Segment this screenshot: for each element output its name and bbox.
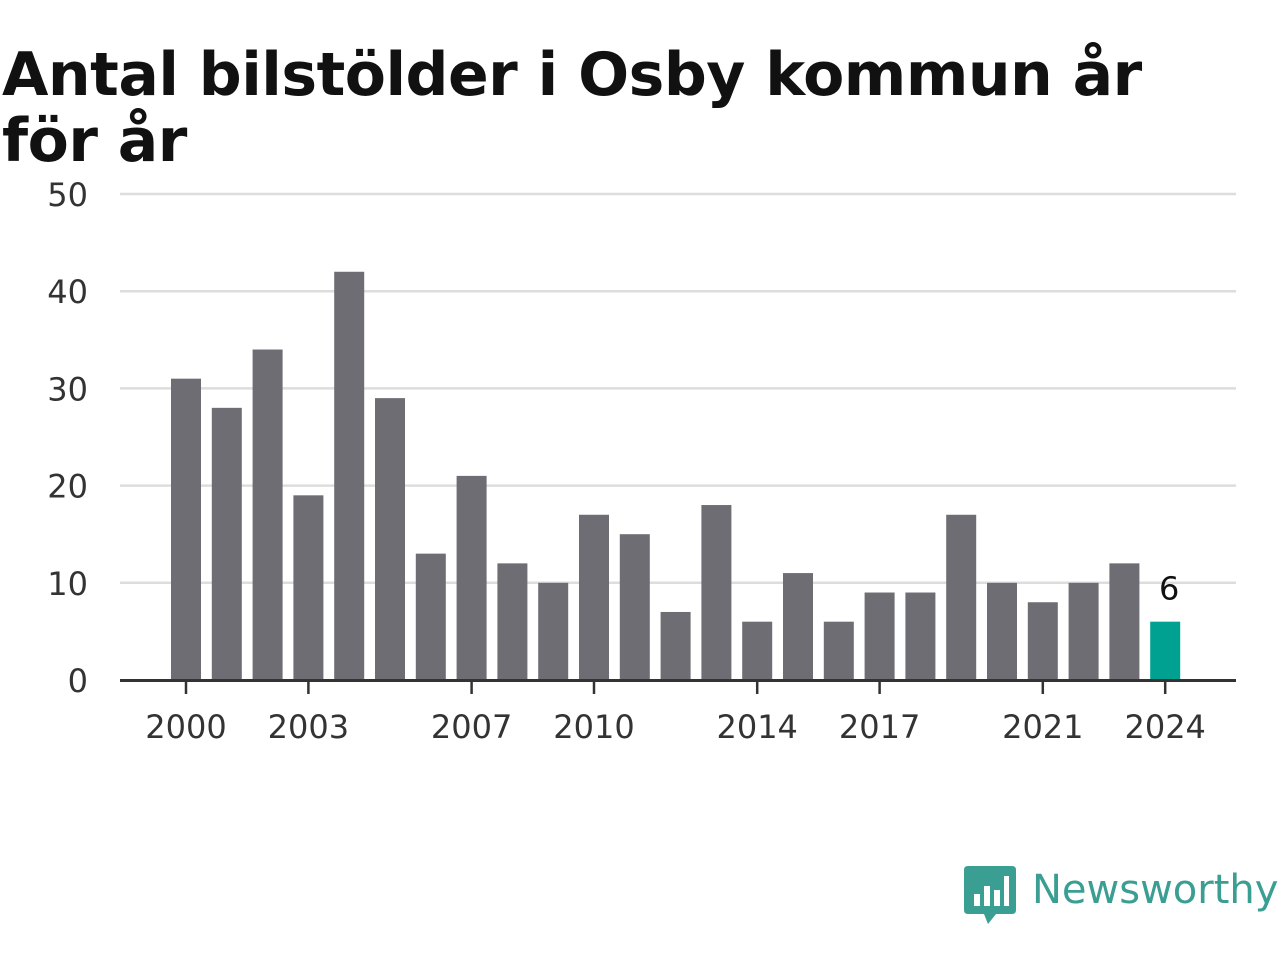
y-tick-label: 30 [47, 370, 88, 408]
bar-2002 [252, 349, 283, 680]
bar-2001 [211, 407, 242, 680]
x-ticks: 2000 2003 2007 2010 2014 2017 2021 2024 [145, 680, 1206, 746]
bar-2021 [1027, 602, 1058, 680]
data-labels: 6 [1159, 570, 1179, 608]
bar-2020 [987, 582, 1017, 680]
x-tick-label: 2007 [431, 708, 512, 746]
bar-2009 [538, 582, 569, 680]
bar-2008 [497, 563, 528, 680]
bar-2016 [823, 621, 854, 680]
y-tick-label: 20 [47, 468, 88, 506]
y-tick-label: 0 [68, 662, 88, 700]
x-tick-label: 2010 [553, 708, 634, 746]
x-tick-label: 2014 [716, 708, 797, 746]
bar-2007 [456, 475, 487, 680]
bar-2018 [905, 592, 936, 680]
x-tick-label: 2021 [1002, 708, 1083, 746]
bars [171, 271, 1181, 680]
bar-2014 [742, 621, 773, 680]
grid-lines [120, 192, 1236, 585]
bar-2004 [334, 271, 365, 680]
bar-2010 [579, 514, 609, 680]
chart-speech-bubble-icon [964, 866, 1016, 924]
x-tick-label: 2024 [1124, 708, 1205, 746]
y-tick-label: 40 [47, 273, 88, 311]
chart-title: Antal bilstölder i Osby kommun år för år [2, 40, 1142, 176]
bar-2000 [171, 378, 201, 680]
bar-2005 [375, 398, 405, 680]
bar-2019 [946, 514, 977, 680]
bar-2003 [293, 495, 324, 680]
x-tick-label: 2000 [145, 708, 226, 746]
y-tick-label: 50 [47, 176, 88, 214]
bar-2015 [783, 573, 813, 680]
bar-2024 [1150, 621, 1181, 680]
bar-2022 [1068, 582, 1099, 680]
y-tick-label: 10 [47, 565, 88, 603]
x-tick-label: 2017 [839, 708, 920, 746]
bar-2011 [619, 534, 650, 680]
bar-2006 [415, 553, 446, 680]
bar-2017 [864, 592, 895, 680]
brand-name: Newsworthy [1032, 867, 1279, 913]
bar-2012 [660, 611, 691, 680]
data-label-2024: 6 [1159, 570, 1179, 608]
y-tick-labels: 0 10 20 30 40 50 [47, 176, 88, 700]
bar-2013 [701, 505, 732, 680]
brand-logo: Newsworthy [964, 864, 1280, 928]
x-tick-label: 2003 [268, 708, 349, 746]
bar-2023 [1109, 563, 1140, 680]
